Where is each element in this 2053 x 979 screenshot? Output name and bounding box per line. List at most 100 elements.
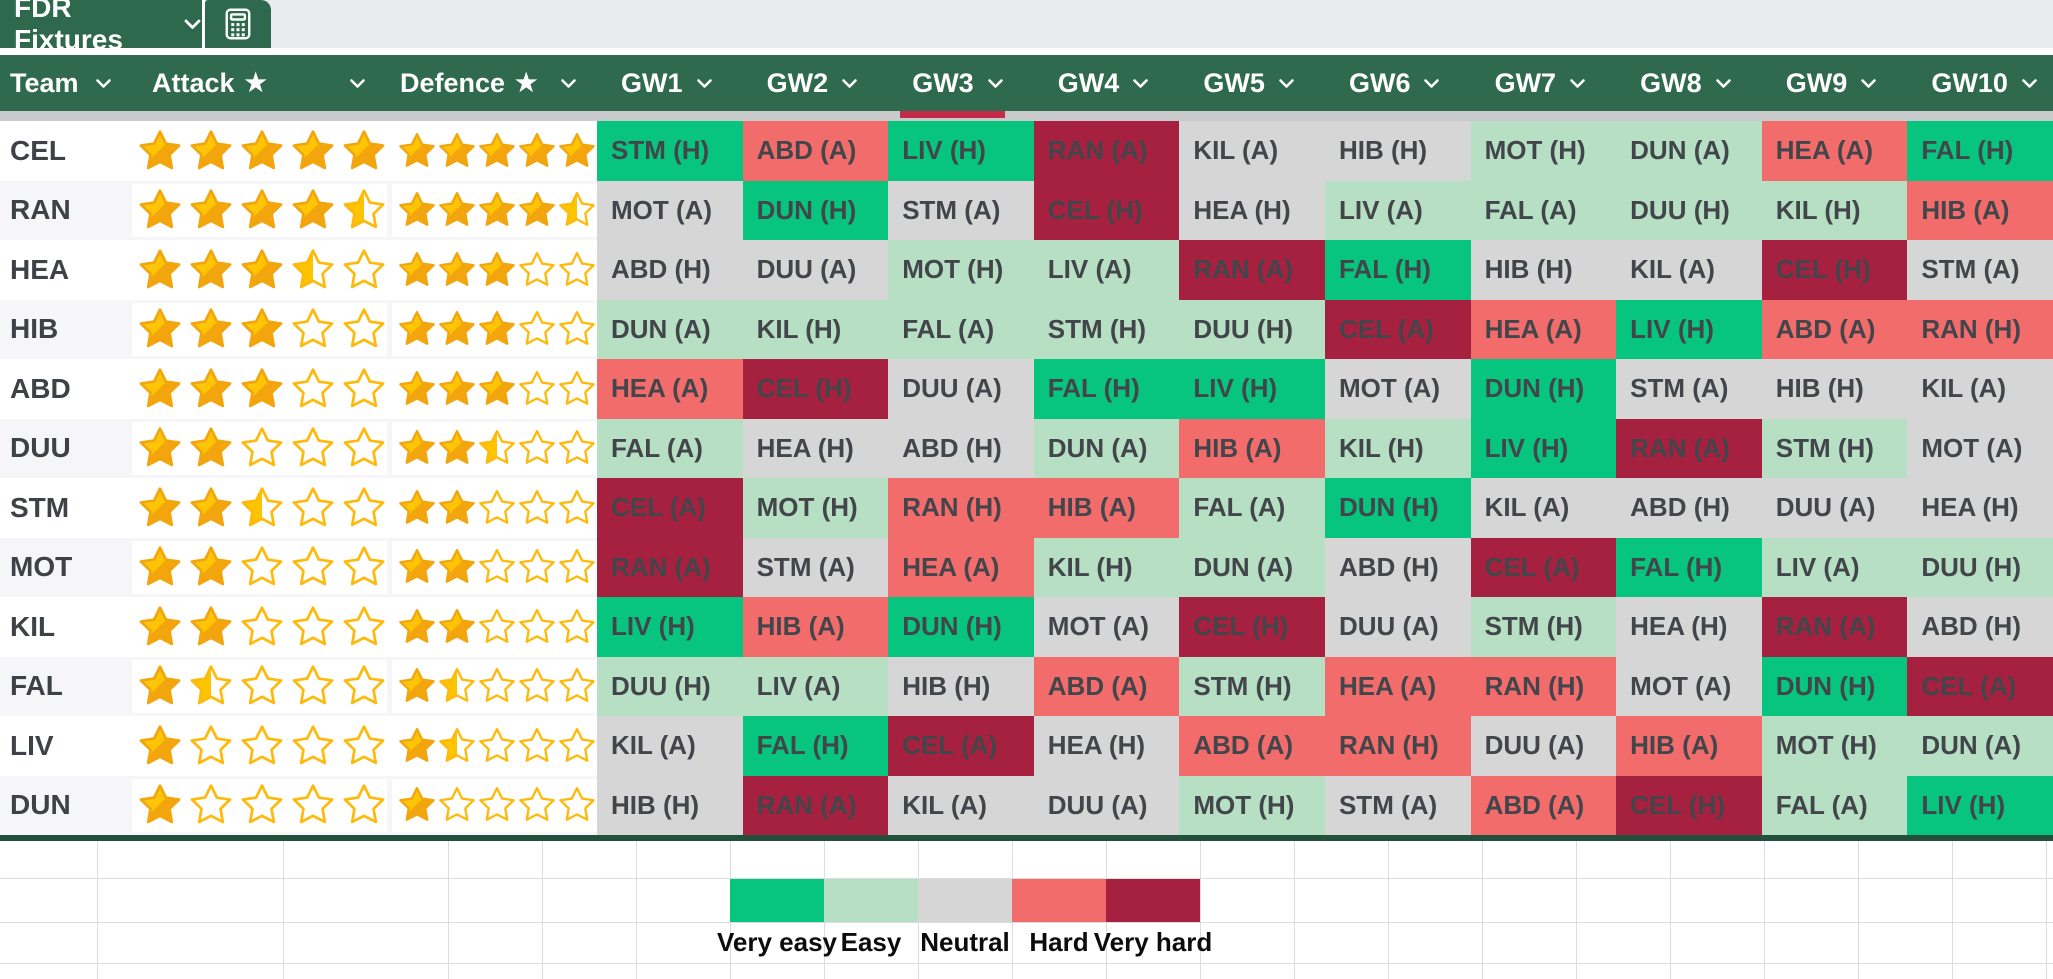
fixture-cell[interactable]: DUU (H) <box>1907 537 2053 597</box>
fixture-cell[interactable]: LIV (A) <box>1033 240 1180 300</box>
column-header-gw9[interactable]: GW9 <box>1762 55 1908 111</box>
fixture-cell[interactable]: STM (H) <box>1179 656 1325 716</box>
column-header-gw1[interactable]: GW1 <box>597 55 743 111</box>
fixture-cell[interactable]: DUN (H) <box>1324 478 1471 538</box>
fixture-cell[interactable]: DUU (A) <box>1761 478 1908 538</box>
column-header-gw7[interactable]: GW7 <box>1471 55 1617 111</box>
fixture-cell[interactable]: HEA (H) <box>1616 597 1762 657</box>
fixture-cell[interactable]: FAL (A) <box>888 299 1034 359</box>
fixture-cell[interactable]: DUN (H) <box>1761 656 1908 716</box>
column-header-gw3[interactable]: GW3 <box>888 55 1034 111</box>
fixture-cell[interactable]: KIL (A) <box>1470 478 1617 538</box>
fixture-cell[interactable]: KIL (A) <box>888 775 1034 835</box>
fixture-cell[interactable]: KIL (H) <box>1761 180 1908 240</box>
team-code-cell[interactable]: HEA <box>10 253 70 285</box>
fixture-cell[interactable]: RAN (H) <box>1470 656 1617 716</box>
fixture-cell[interactable]: FAL (A) <box>1761 775 1908 835</box>
fixture-cell[interactable]: HEA (H) <box>1179 180 1325 240</box>
fixture-cell[interactable]: ABD (A) <box>1179 716 1325 776</box>
fixture-cell[interactable]: DUN (H) <box>888 597 1034 657</box>
fixture-cell[interactable]: STM (A) <box>1616 359 1762 419</box>
fixture-cell[interactable]: CEL (H) <box>1761 240 1908 300</box>
fixture-cell[interactable]: CEL (A) <box>1907 656 2053 716</box>
fixture-cell[interactable]: MOT (A) <box>1324 359 1471 419</box>
fixture-cell[interactable]: HIB (A) <box>1907 180 2053 240</box>
fixture-cell[interactable]: KIL (A) <box>1179 121 1325 181</box>
fixture-cell[interactable]: ABD (H) <box>1324 537 1471 597</box>
fixture-cell[interactable]: STM (H) <box>1761 418 1908 478</box>
fixture-cell[interactable]: FAL (H) <box>742 716 889 776</box>
team-code-cell[interactable]: HIB <box>10 313 59 345</box>
fixture-cell[interactable]: CEL (H) <box>1179 597 1325 657</box>
column-header-gw4[interactable]: GW4 <box>1034 55 1180 111</box>
fixture-cell[interactable]: STM (A) <box>1324 775 1471 835</box>
fixture-cell[interactable]: HEA (H) <box>1907 478 2053 538</box>
fixture-cell[interactable]: MOT (H) <box>742 478 889 538</box>
fixture-cell[interactable]: ABD (H) <box>888 418 1034 478</box>
fixture-cell[interactable]: KIL (H) <box>742 299 889 359</box>
fixture-cell[interactable]: FAL (H) <box>1033 359 1180 419</box>
team-code-cell[interactable]: KIL <box>10 610 56 642</box>
fixture-cell[interactable]: DUN (A) <box>1033 418 1180 478</box>
fixture-cell[interactable]: HEA (H) <box>1033 716 1180 776</box>
fixture-cell[interactable]: LIV (A) <box>1761 537 1908 597</box>
fixture-cell[interactable]: CEL (H) <box>742 359 889 419</box>
fixture-cell[interactable]: KIL (H) <box>1324 418 1471 478</box>
tab-calculator[interactable] <box>205 0 271 48</box>
fixture-cell[interactable]: LIV (H) <box>1470 418 1617 478</box>
fixture-cell[interactable]: MOT (A) <box>1907 418 2053 478</box>
team-code-cell[interactable]: ABD <box>10 372 71 404</box>
fixture-cell[interactable]: MOT (H) <box>888 240 1034 300</box>
column-header-attack[interactable]: Attack ★ <box>130 55 390 111</box>
team-code-cell[interactable]: RAN <box>10 194 71 226</box>
fixture-cell[interactable]: FAL (H) <box>1324 240 1471 300</box>
team-code-cell[interactable]: MOT <box>10 551 73 583</box>
fixture-cell[interactable]: DUN (H) <box>1470 359 1617 419</box>
fixture-cell[interactable]: ABD (H) <box>1616 478 1762 538</box>
fixture-cell[interactable]: DUU (H) <box>1616 180 1762 240</box>
team-code-cell[interactable]: LIV <box>10 729 54 761</box>
fixture-cell[interactable]: ABD (H) <box>1907 597 2053 657</box>
fixture-cell[interactable]: HEA (H) <box>742 418 889 478</box>
team-code-cell[interactable]: FAL <box>10 670 63 702</box>
fixture-cell[interactable]: RAN (A) <box>1033 121 1180 181</box>
fixture-cell[interactable]: RAN (A) <box>1616 418 1762 478</box>
fixture-cell[interactable]: RAN (H) <box>1907 299 2053 359</box>
fixture-cell[interactable]: RAN (H) <box>1324 716 1471 776</box>
fixture-cell[interactable]: KIL (A) <box>1616 240 1762 300</box>
column-header-defence[interactable]: Defence ★ <box>390 55 597 111</box>
fixture-cell[interactable]: KIL (A) <box>597 716 743 776</box>
fixture-cell[interactable]: RAN (H) <box>888 478 1034 538</box>
fixture-cell[interactable]: LIV (H) <box>1179 359 1325 419</box>
fixture-cell[interactable]: ABD (A) <box>742 121 889 181</box>
fixture-cell[interactable]: HEA (A) <box>888 537 1034 597</box>
fixture-cell[interactable]: KIL (H) <box>1033 537 1180 597</box>
fixture-cell[interactable]: ABD (H) <box>597 240 743 300</box>
fixture-cell[interactable]: STM (H) <box>1470 597 1617 657</box>
team-code-cell[interactable]: CEL <box>10 134 66 166</box>
fixture-cell[interactable]: STM (A) <box>888 180 1034 240</box>
fixture-cell[interactable]: HIB (H) <box>597 775 743 835</box>
fixture-cell[interactable]: ABD (A) <box>1470 775 1617 835</box>
tab-fdr-fixtures[interactable]: FDR Fixtures <box>0 0 202 55</box>
fixture-cell[interactable]: HEA (A) <box>597 359 743 419</box>
fixture-cell[interactable]: HIB (A) <box>1616 716 1762 776</box>
fixture-cell[interactable]: LIV (A) <box>742 656 889 716</box>
fixture-cell[interactable]: CEL (A) <box>597 478 743 538</box>
fixture-cell[interactable]: ABD (A) <box>1033 656 1180 716</box>
fixture-cell[interactable]: CEL (A) <box>888 716 1034 776</box>
fixture-cell[interactable]: DUN (H) <box>742 180 889 240</box>
fixture-cell[interactable]: CEL (A) <box>1470 537 1617 597</box>
fixture-cell[interactable]: LIV (A) <box>1324 180 1471 240</box>
fixture-cell[interactable]: MOT (H) <box>1179 775 1325 835</box>
fixture-cell[interactable]: KIL (A) <box>1907 359 2053 419</box>
fixture-cell[interactable]: CEL (H) <box>1033 180 1180 240</box>
fixture-cell[interactable]: RAN (A) <box>742 775 889 835</box>
fixture-cell[interactable]: MOT (A) <box>597 180 743 240</box>
fixture-cell[interactable]: CEL (A) <box>1324 299 1471 359</box>
fixture-cell[interactable]: STM (A) <box>742 537 889 597</box>
fixture-cell[interactable]: HIB (H) <box>1324 121 1471 181</box>
column-header-gw10[interactable]: GW10 <box>1907 55 2053 111</box>
fixture-cell[interactable]: FAL (H) <box>1907 121 2053 181</box>
fixture-cell[interactable]: HIB (H) <box>1761 359 1908 419</box>
